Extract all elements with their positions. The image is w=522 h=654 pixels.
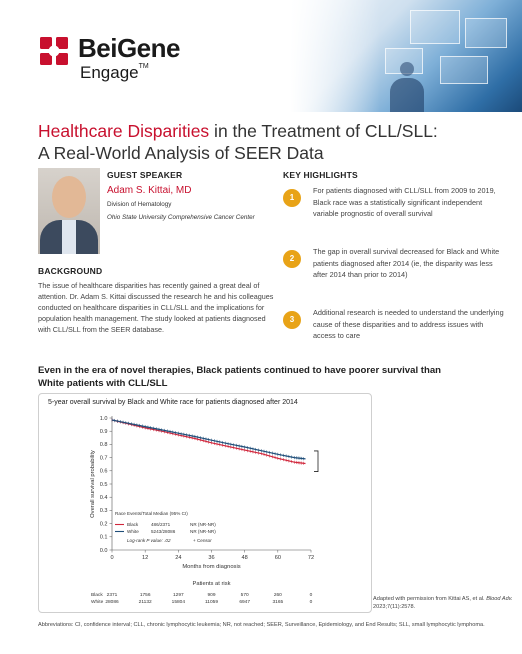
y-tick-label: 0.9 xyxy=(100,429,108,435)
background-text: The issue of healthcare disparities has … xyxy=(38,281,274,334)
brand-name: BeiGene xyxy=(78,33,181,63)
at-risk-value: 2371 xyxy=(107,592,118,598)
x-tick-label: 12 xyxy=(142,555,148,561)
y-tick-label: 1.0 xyxy=(100,416,108,422)
at-risk-value: 0 xyxy=(310,599,313,605)
y-tick-label: 0.3 xyxy=(100,508,108,514)
y-tick-label: 0.0 xyxy=(100,548,108,554)
at-risk-value: 3165 xyxy=(272,599,283,605)
at-risk-value: 0 xyxy=(310,592,313,598)
at-risk-value: 21132 xyxy=(139,599,152,605)
at-risk-label: Patients at risk xyxy=(192,581,230,587)
censor-legend: + Censor xyxy=(193,538,212,543)
title-accent: Healthcare Disparities xyxy=(38,121,210,141)
y-tick-label: 0.5 xyxy=(100,482,108,488)
x-tick-label: 48 xyxy=(242,555,248,561)
title-line2: A Real-World Analysis of SEER Data xyxy=(38,143,324,163)
highlight-number-badge: 1 xyxy=(283,189,301,207)
at-risk-value: 260 xyxy=(274,592,282,598)
x-axis-label: Months from diagnosis xyxy=(182,564,240,570)
y-axis-label: Overall survival probability xyxy=(90,450,96,518)
highlight-number-badge: 3 xyxy=(283,311,301,329)
speaker-institution: Ohio State University Comprehensive Canc… xyxy=(107,214,255,221)
x-tick-label: 0 xyxy=(110,555,113,561)
x-tick-label: 72 xyxy=(308,555,314,561)
highlights-heading: KEY HIGHLIGHTS xyxy=(283,170,358,180)
at-risk-row-name: White xyxy=(91,599,104,605)
at-risk-row-name: Black xyxy=(91,592,103,598)
legend-median: NR (NR-NR) xyxy=(190,529,216,534)
x-tick-label: 60 xyxy=(275,555,281,561)
chart-heading: Even in the era of novel therapies, Blac… xyxy=(38,365,442,389)
background-heading: BACKGROUND xyxy=(38,266,103,276)
highlight-number-badge: 2 xyxy=(283,250,301,268)
y-tick-label: 0.2 xyxy=(100,521,108,527)
brand-logo: BeiGene EngageTM xyxy=(38,33,198,85)
legend-median: NR (NR-NR) xyxy=(190,522,216,527)
legend-events: 486/2371 xyxy=(151,522,171,527)
legend-race: White xyxy=(127,529,139,534)
y-tick-label: 0.1 xyxy=(100,535,108,541)
speaker-division: Division of Hematology xyxy=(107,201,172,208)
at-risk-value: 15804 xyxy=(172,599,186,605)
difference-bracket xyxy=(314,450,319,472)
x-tick-label: 24 xyxy=(175,555,181,561)
x-tick-label: 36 xyxy=(208,555,214,561)
at-risk-value: 570 xyxy=(241,592,249,598)
survival-chart-svg: 1.00.90.80.70.60.50.40.30.20.10.00 12 24 36… xyxy=(90,416,319,605)
brand-sub: EngageTM xyxy=(80,63,149,82)
at-risk-value: 909 xyxy=(207,592,215,598)
legend-header: Race Events/Total Median (95% CI) xyxy=(115,511,188,516)
speaker-photo xyxy=(38,168,100,254)
page-title: Healthcare Disparities in the Treatment … xyxy=(38,120,498,164)
y-tick-label: 0.7 xyxy=(100,455,108,461)
at-risk-value: 11059 xyxy=(205,599,218,605)
legend-race: Black xyxy=(127,522,139,527)
highlight-text: For patients diagnosed with CLL/SLL from… xyxy=(313,186,496,218)
legend-events: 5243/28086 xyxy=(151,529,176,534)
at-risk-value: 1756 xyxy=(140,592,151,598)
chart-title: 5-year overall survival by Black and Whi… xyxy=(48,399,298,406)
y-tick-label: 0.4 xyxy=(100,495,108,501)
survival-chart: 5-year overall survival by Black and Whi… xyxy=(38,393,372,613)
at-risk-value: 6947 xyxy=(239,599,250,605)
title-rest: in the Treatment of CLL/SLL: xyxy=(209,121,438,141)
beigene-logo-icon xyxy=(40,37,68,65)
header-photo xyxy=(290,0,522,112)
guest-heading: GUEST SPEAKER xyxy=(107,170,183,180)
y-tick-label: 0.8 xyxy=(100,442,108,448)
highlight-text: The gap in overall survival decreased fo… xyxy=(313,247,500,279)
attribution: Adapted with permission from Kittai AS, … xyxy=(373,596,513,610)
at-risk-value: 28086 xyxy=(105,599,119,605)
logrank-label: Log-rank P value: .02 xyxy=(127,538,171,543)
at-risk-value: 1297 xyxy=(173,592,184,598)
highlight-text: Additional research is needed to underst… xyxy=(313,308,504,340)
y-tick-label: 0.6 xyxy=(100,469,108,475)
abbreviations: Abbreviations: CI, confidence interval; … xyxy=(38,622,485,628)
speaker-name: Adam S. Kittai, MD xyxy=(107,185,192,196)
